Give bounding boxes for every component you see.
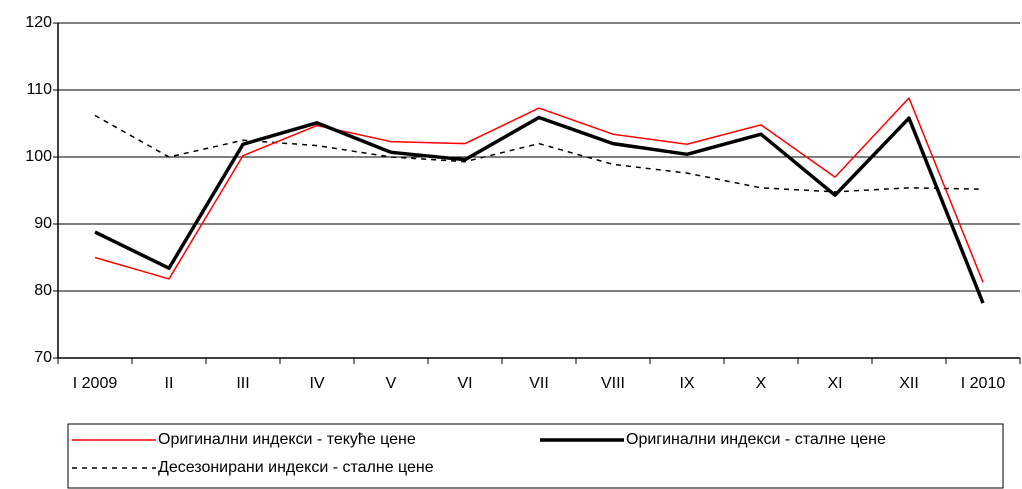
series-line — [94, 114, 984, 193]
x-tick-label: XI — [827, 375, 842, 392]
x-tick-label: II — [165, 375, 174, 392]
x-tick-label: III — [236, 375, 249, 392]
x-tick-label: VI — [457, 375, 472, 392]
x-tick-label: VII — [529, 375, 549, 392]
y-tick-label: 120 — [25, 14, 52, 31]
series-line — [94, 115, 985, 304]
y-tick-label: 70 — [34, 349, 52, 366]
x-tick-label: V — [386, 375, 397, 392]
x-tick-label: I 2010 — [961, 375, 1006, 392]
x-tick-label: XII — [899, 375, 919, 392]
series-line — [94, 97, 984, 283]
x-tick-label: I 2009 — [73, 375, 118, 392]
legend-label: Оригинални индекси - сталне цене — [626, 431, 886, 448]
y-tick-label: 100 — [25, 148, 52, 165]
x-tick-label: X — [756, 375, 767, 392]
legend-label: Десезонирани индекси - сталне цене — [158, 459, 434, 476]
x-tick-label: IV — [309, 375, 324, 392]
y-tick-label: 90 — [34, 215, 52, 232]
x-tick-label: VIII — [601, 375, 625, 392]
x-tick-label: IX — [679, 375, 694, 392]
legend-box — [67, 423, 1004, 489]
y-tick-label: 110 — [26, 81, 52, 98]
legend-label: Оригинални индекси - текуће цене — [158, 431, 416, 448]
y-tick-label: 80 — [34, 282, 52, 299]
